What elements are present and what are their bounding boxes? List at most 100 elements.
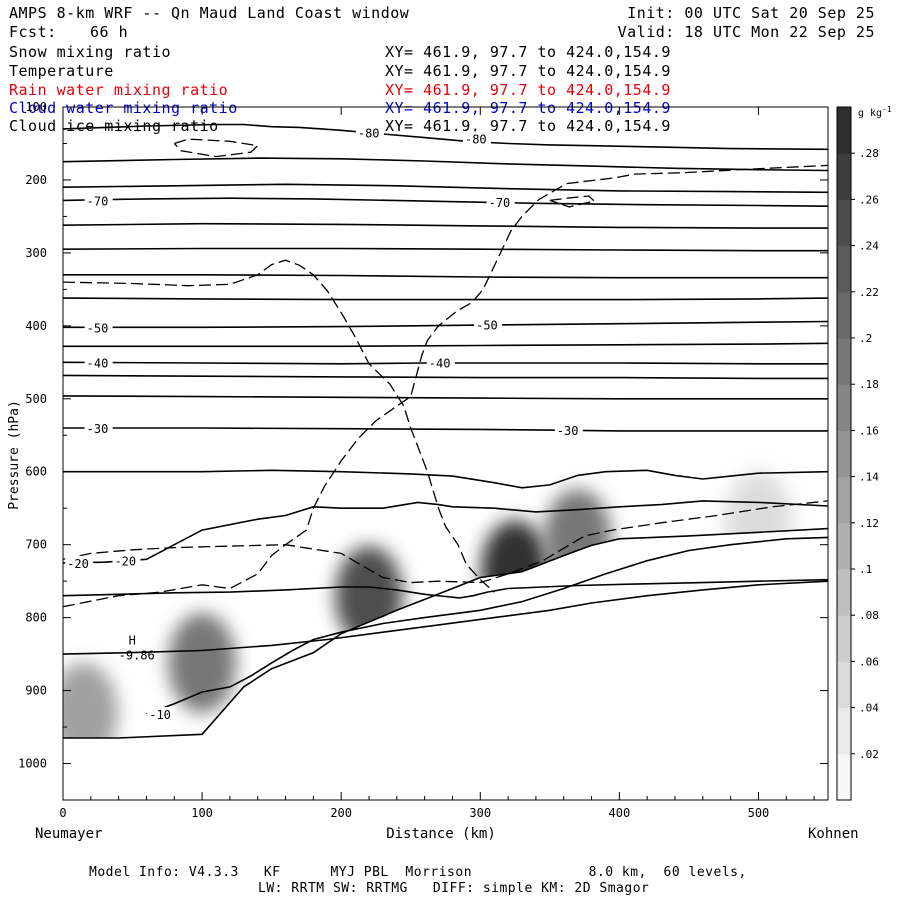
x-tick-label-100: 100 xyxy=(191,806,213,820)
field-name-rain: Rain water mixing ratio xyxy=(9,81,229,99)
terrain-surface-line xyxy=(63,527,828,739)
isotherm-37 xyxy=(63,374,828,380)
isotherm-54 xyxy=(63,297,828,301)
isotherm-72 xyxy=(63,183,828,194)
isotherm-30 xyxy=(63,427,828,432)
colorbar-tick-label-0: .02 xyxy=(859,748,879,761)
isotherm-15 xyxy=(63,578,828,599)
temp-label-4: -50 xyxy=(87,321,109,335)
colorbar-tick-label-12: .26 xyxy=(859,193,879,206)
snow-contour-3 xyxy=(173,138,260,158)
colorbar-frame xyxy=(836,106,852,801)
snow-contour-4 xyxy=(63,259,495,593)
isotherm-80 xyxy=(63,123,828,151)
x-tick-label-300: 300 xyxy=(469,806,491,820)
colorbar-tick-label-13: .28 xyxy=(859,147,879,160)
temp-label-1: -80 xyxy=(465,132,487,146)
y-tick-label-800: 800 xyxy=(25,611,47,625)
init-time: Init: 00 UTC Sat 20 Sep 25 xyxy=(627,4,875,22)
y-tick-label-500: 500 xyxy=(25,392,47,406)
y-tick-label-900: 900 xyxy=(25,684,47,698)
field-xy-temperature: XY= 461.9, 97.7 to 424.0,154.9 xyxy=(385,62,671,80)
model-info: Model Info: V4.3.3 KF MYJ PBL Morrison 8… xyxy=(89,865,747,880)
temp-label-6: -40 xyxy=(87,356,109,370)
snow-contours xyxy=(63,138,828,608)
snow-contour-1 xyxy=(63,500,828,584)
temp-label-bg-1 xyxy=(462,131,491,146)
isotherm-70 xyxy=(63,197,828,207)
y-axis: 100 200 300 400 500 600 700 800 900 1000 xyxy=(18,100,828,771)
isotherm-62 xyxy=(63,247,828,252)
temp-label-bg-6 xyxy=(84,355,113,370)
colorbar-bin-6 xyxy=(837,476,851,524)
x-axis: 0 100 200 300 400 500 xyxy=(59,107,815,820)
colorbar-bin-9 xyxy=(837,338,851,385)
plot-frame xyxy=(62,106,829,801)
colorbar-bin-13 xyxy=(837,153,851,200)
isotherm-25 xyxy=(63,469,828,489)
temp-label-bg-8 xyxy=(84,420,113,435)
colorbar-tick-label-7: .16 xyxy=(859,424,879,437)
temp-label-3: -70 xyxy=(489,196,511,210)
forecast-hour: 66 h xyxy=(90,23,129,41)
high-marker-value: -9.86 xyxy=(119,649,155,663)
temp-label-bg-4 xyxy=(84,320,113,335)
temp-label-2: -70 xyxy=(87,194,109,208)
colorbar-unit-base: g kg xyxy=(858,108,882,119)
temp-label-bg-0 xyxy=(355,125,384,140)
colorbar-bin-11 xyxy=(837,245,851,293)
isotherm-10 xyxy=(146,536,828,715)
field-xy-cloud-water: XY= 461.9, 97.7 to 424.0,154.9 xyxy=(385,99,671,117)
field-xy-snow: XY= 461.9, 97.7 to 424.0,154.9 xyxy=(385,43,671,61)
y-tick-label-200: 200 xyxy=(25,173,47,187)
y-axis-label: Pressure (hPa) xyxy=(7,400,22,510)
colorbar-bin-12 xyxy=(837,199,851,247)
isotherm-45 xyxy=(63,342,828,348)
y-tick-label-400: 400 xyxy=(25,319,47,333)
high-marker-label: H xyxy=(129,634,136,648)
colorbar-tick-label-9: .2 xyxy=(859,332,872,345)
temp-label-10: -20 xyxy=(67,557,89,571)
colorbar-tick-label-8: .18 xyxy=(859,378,879,391)
x-axis-label: Distance (km) xyxy=(386,826,496,842)
field-name-cloud-water: Cloud water mixing ratio xyxy=(9,99,238,117)
field-name-snow: Snow mixing ratio xyxy=(9,43,172,61)
isotherm-12 xyxy=(63,580,828,655)
colorbar: .02 .04 .06 .08 .1 .12 .14 .16 .18 .2 .22 .24 .26 .28 xyxy=(836,106,879,801)
temp-label-0: -80 xyxy=(358,127,380,141)
high-marker: H -9.86 xyxy=(119,634,155,663)
colorbar-bin-8 xyxy=(837,384,851,431)
colorbar-bin-14 xyxy=(837,107,851,154)
temp-label-bg-11 xyxy=(112,553,141,568)
chart-title: AMPS 8-km WRF -- Qn Maud Land Coast wind… xyxy=(9,4,410,22)
temp-label-bg-7 xyxy=(426,355,455,370)
colorbar-tick-label-5: .12 xyxy=(859,517,879,530)
field-name-temperature: Temperature xyxy=(9,62,114,80)
temp-label-bg-12 xyxy=(147,706,176,721)
colorbar-tick-label-1: .04 xyxy=(859,702,879,715)
valid-time: Valid: 18 UTC Mon 22 Sep 25 xyxy=(617,23,875,41)
temp-label-bg-2 xyxy=(84,193,113,208)
colorbar-tick-label-6: .14 xyxy=(859,471,879,484)
x-tick-label-500: 500 xyxy=(748,806,770,820)
y-tick-label-700: 700 xyxy=(25,538,47,552)
colorbar-bin-3 xyxy=(837,615,851,662)
colorbar-tick-label-2: .06 xyxy=(859,655,879,668)
temp-label-bg-3 xyxy=(486,194,515,209)
isotherm-34 xyxy=(63,395,828,400)
colorbar-bin-0 xyxy=(837,753,851,801)
y-tick-label-300: 300 xyxy=(25,246,47,260)
colorbar-unit-exp: -1 xyxy=(882,105,892,114)
temp-label-7: -40 xyxy=(429,356,451,370)
colorbar-tick-label-3: .08 xyxy=(859,609,879,622)
isotherm-20 xyxy=(63,500,828,564)
x-tick-label-0: 0 xyxy=(59,806,66,820)
y-tick-label-600: 600 xyxy=(25,465,47,479)
forecast-label: Fcst: xyxy=(9,23,57,41)
temp-label-bg-9 xyxy=(554,423,583,438)
x-tick-label-400: 400 xyxy=(609,806,631,820)
y-tick-label-100: 100 xyxy=(25,100,47,114)
isotherm-50 xyxy=(63,320,828,329)
colorbar-bin-2 xyxy=(837,661,851,709)
